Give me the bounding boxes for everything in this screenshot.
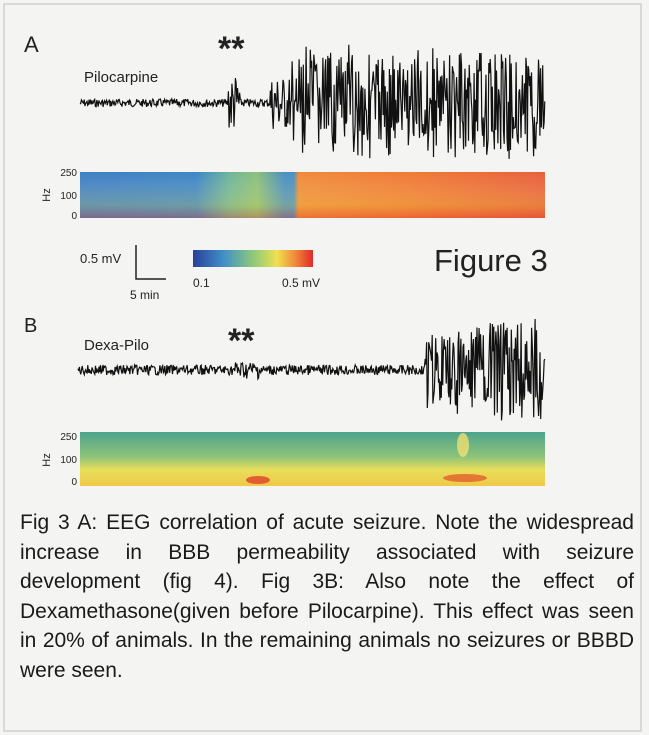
spectrogram-spot	[443, 474, 487, 482]
eeg-trace	[77, 318, 546, 421]
trace-label: Pilocarpine	[84, 69, 158, 86]
tick-label: 100	[60, 455, 77, 466]
colorbar-label: 0.5 mV	[282, 276, 320, 290]
eeg-trace	[79, 44, 546, 159]
spectrogram-spot	[457, 433, 469, 457]
scale-label: 0.5 mV	[80, 251, 122, 266]
colorbar-label: 0.1	[193, 276, 210, 290]
colorbar	[193, 250, 313, 267]
trace-label: Dexa-Pilo	[84, 337, 149, 354]
marker: **	[228, 322, 255, 360]
tick-label: 250	[60, 168, 77, 179]
scale-label: 5 min	[130, 288, 159, 302]
scale-bar	[135, 245, 166, 280]
panel-label: B	[24, 315, 37, 337]
spectrogram-spot	[246, 476, 270, 484]
tick-label: 0	[71, 211, 77, 222]
caption: Fig 3 A: EEG correlation of acute seizur…	[20, 511, 634, 682]
spectrogram-shade	[80, 172, 545, 218]
frame	[3, 3, 642, 732]
tick-label: 100	[60, 191, 77, 202]
axis-label: Hz	[41, 453, 53, 466]
tick-label: 250	[60, 432, 77, 443]
panel-label: A	[24, 32, 39, 57]
axis-label: Hz	[41, 188, 53, 201]
marker: **	[218, 30, 245, 68]
tick-label: 0	[71, 477, 77, 488]
figure-title: Figure 3	[434, 243, 548, 278]
